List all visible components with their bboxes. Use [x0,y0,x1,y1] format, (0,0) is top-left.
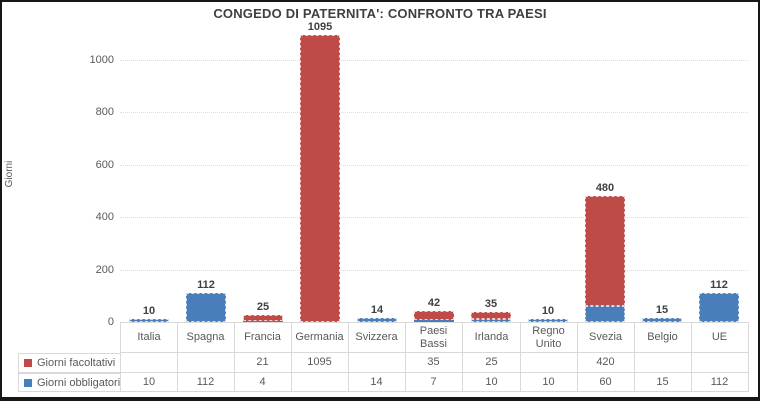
legend-obbligatori-label: Giorni obbligatori [37,376,121,389]
table-cell-obbligatori: 10 [120,373,178,392]
category-label: Svizzera [348,322,406,353]
bar-value-label: 112 [197,279,215,291]
y-tick-label: 0 [107,316,114,328]
bar-value-label: 14 [370,304,384,316]
bar-segment-obbligatori [414,320,454,322]
table-cell-facoltativi [177,353,235,373]
table-cell-facoltativi [120,353,178,373]
table-cell-obbligatori: 112 [177,373,235,392]
table-cell-obbligatori [291,373,349,392]
bar-segment-obbligatori [528,319,568,322]
bar-segment-facoltativi [243,315,283,321]
gridline [120,60,748,61]
bar-value-label: 15 [655,304,669,316]
legend-obbligatori: Giorni obbligatori [18,373,121,392]
table-cell-facoltativi [691,353,749,373]
category-label: Francia [234,322,292,353]
bar-segment-obbligatori [357,318,397,322]
table-cell-facoltativi: 35 [405,353,463,373]
bar-segment-facoltativi [585,196,625,306]
table-cell-facoltativi: 420 [577,353,635,373]
y-tick-label: 800 [95,106,114,118]
bar-segment-facoltativi [471,312,511,319]
table-cell-obbligatori: 4 [234,373,292,392]
category-label: Irlanda [463,322,521,353]
bar-value-label: 25 [256,301,270,313]
table-cell-facoltativi [520,353,578,373]
gridline [120,165,748,166]
table-cell-obbligatori: 7 [405,373,463,392]
legend-obbligatori-swatch-icon [24,378,32,387]
chart-title: CONGEDO DI PATERNITA': CONFRONTO TRA PAE… [213,6,547,21]
bar-segment-obbligatori [699,293,739,322]
bar-segment-obbligatori [585,306,625,322]
bar-value-label: 35 [484,298,498,310]
table-cell-obbligatori: 15 [634,373,692,392]
table-cell-obbligatori: 112 [691,373,749,392]
bar-segment-obbligatori [186,293,226,322]
category-label: Germania [291,322,349,353]
table-cell-obbligatori: 14 [348,373,406,392]
bar-segment-facoltativi [414,311,454,320]
bar-value-label: 1095 [307,21,333,33]
plot-area: 0 200 400 600 800 1000 10 Italia 10 112 Spagna 112 2… [2,2,758,397]
table-cell-facoltativi: 25 [463,353,521,373]
gridline [120,217,748,218]
gridline [120,270,748,271]
category-label: UE [691,322,749,353]
category-label: Belgio [634,322,692,353]
table-cell-facoltativi: 21 [234,353,292,373]
bar-segment-obbligatori [129,319,169,322]
table-cell-facoltativi: 1095 [291,353,349,373]
legend-facoltativi-swatch-icon [24,359,32,367]
bar-value-label: 42 [427,297,441,309]
bar-value-label: 10 [541,305,555,317]
bar-segment-obbligatori [471,319,511,322]
category-label: Regno Unito [520,322,578,353]
y-tick-label: 200 [95,264,114,276]
table-cell-obbligatori: 60 [577,373,635,392]
bar-segment-obbligatori [642,318,682,322]
bar-value-label: 10 [142,305,156,317]
bar-segment-facoltativi [300,35,340,322]
table-cell-obbligatori: 10 [463,373,521,392]
y-tick-label: 1000 [89,54,114,66]
bar-segment-obbligatori [243,321,283,322]
category-label: Italia [120,322,178,353]
category-label: Paesi Bassi [405,322,463,353]
legend-facoltativi: Giorni facoltativi [18,353,121,373]
y-tick-label: 600 [95,159,114,171]
bar-value-label: 480 [595,182,615,194]
table-cell-obbligatori: 10 [520,373,578,392]
table-cell-facoltativi [634,353,692,373]
legend-facoltativi-label: Giorni facoltativi [37,357,116,369]
bar-value-label: 112 [710,279,728,291]
category-label: Svezia [577,322,635,353]
table-cell-facoltativi [348,353,406,373]
gridline [120,112,748,113]
category-label: Spagna [177,322,235,353]
y-tick-label: 400 [95,211,114,223]
